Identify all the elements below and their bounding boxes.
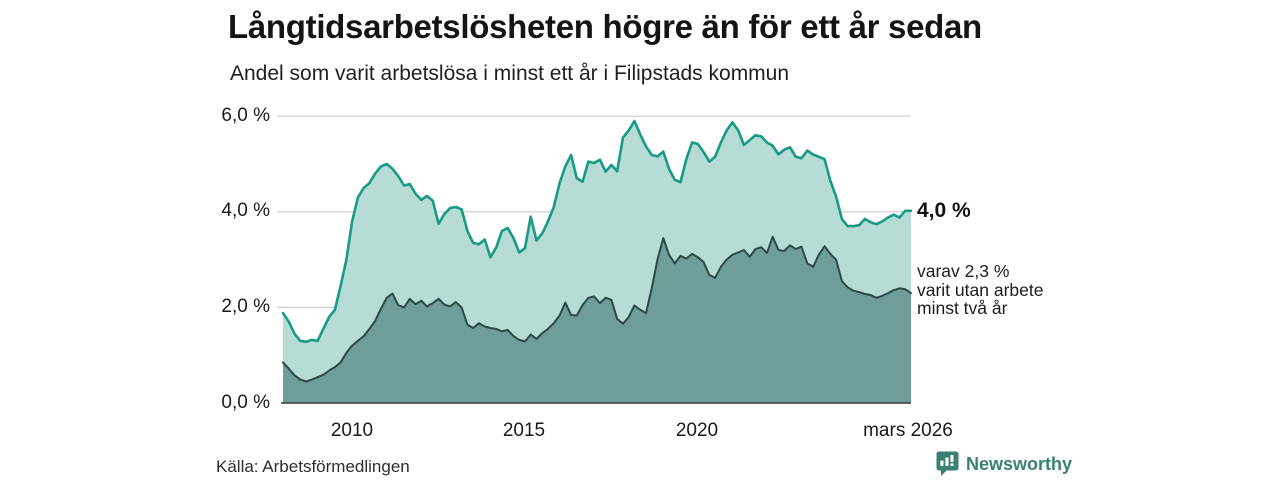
area-line-unemployed-1yr: [281, 119, 913, 344]
chart-subtitle: Andel som varit arbetslösa i minst ett å…: [230, 62, 790, 85]
end-label-2yr-line1: varav 2,3 %: [917, 261, 1010, 281]
end-value-label-2yr: varav 2,3 % varit utan arbete minst två …: [917, 262, 1043, 318]
bar-chart-bubble-icon: [936, 451, 959, 476]
end-value-label-1yr: 4,0 %: [917, 199, 971, 222]
end-label-2yr-line2: varit utan arbete: [917, 279, 1044, 300]
x-tick-2010: 2010: [330, 420, 374, 441]
newsworthy-logo: Newsworthy: [936, 451, 1072, 477]
y-tick-2pct: 2,0 %: [221, 296, 270, 317]
x-tick-mars-2026: mars 2026: [863, 420, 953, 441]
y-tick-0pct: 0,0 %: [221, 392, 270, 413]
brand-name: Newsworthy: [966, 453, 1073, 474]
y-tick-4pct: 4,0 %: [221, 200, 270, 221]
area-line-unemployed-2yr: [282, 235, 912, 383]
page-title: Långtidsarbetslösheten högre än för ett …: [228, 8, 982, 45]
x-tick-2015: 2015: [502, 420, 546, 441]
y-tick-6pct: 6,0 %: [221, 105, 270, 126]
area-fill-unemployed-2yr: [283, 236, 911, 403]
x-tick-2020: 2020: [675, 420, 719, 441]
source-credit: Källa: Arbetsförmedlingen: [216, 457, 410, 476]
end-label-2yr-line3: minst två år: [917, 298, 1008, 318]
